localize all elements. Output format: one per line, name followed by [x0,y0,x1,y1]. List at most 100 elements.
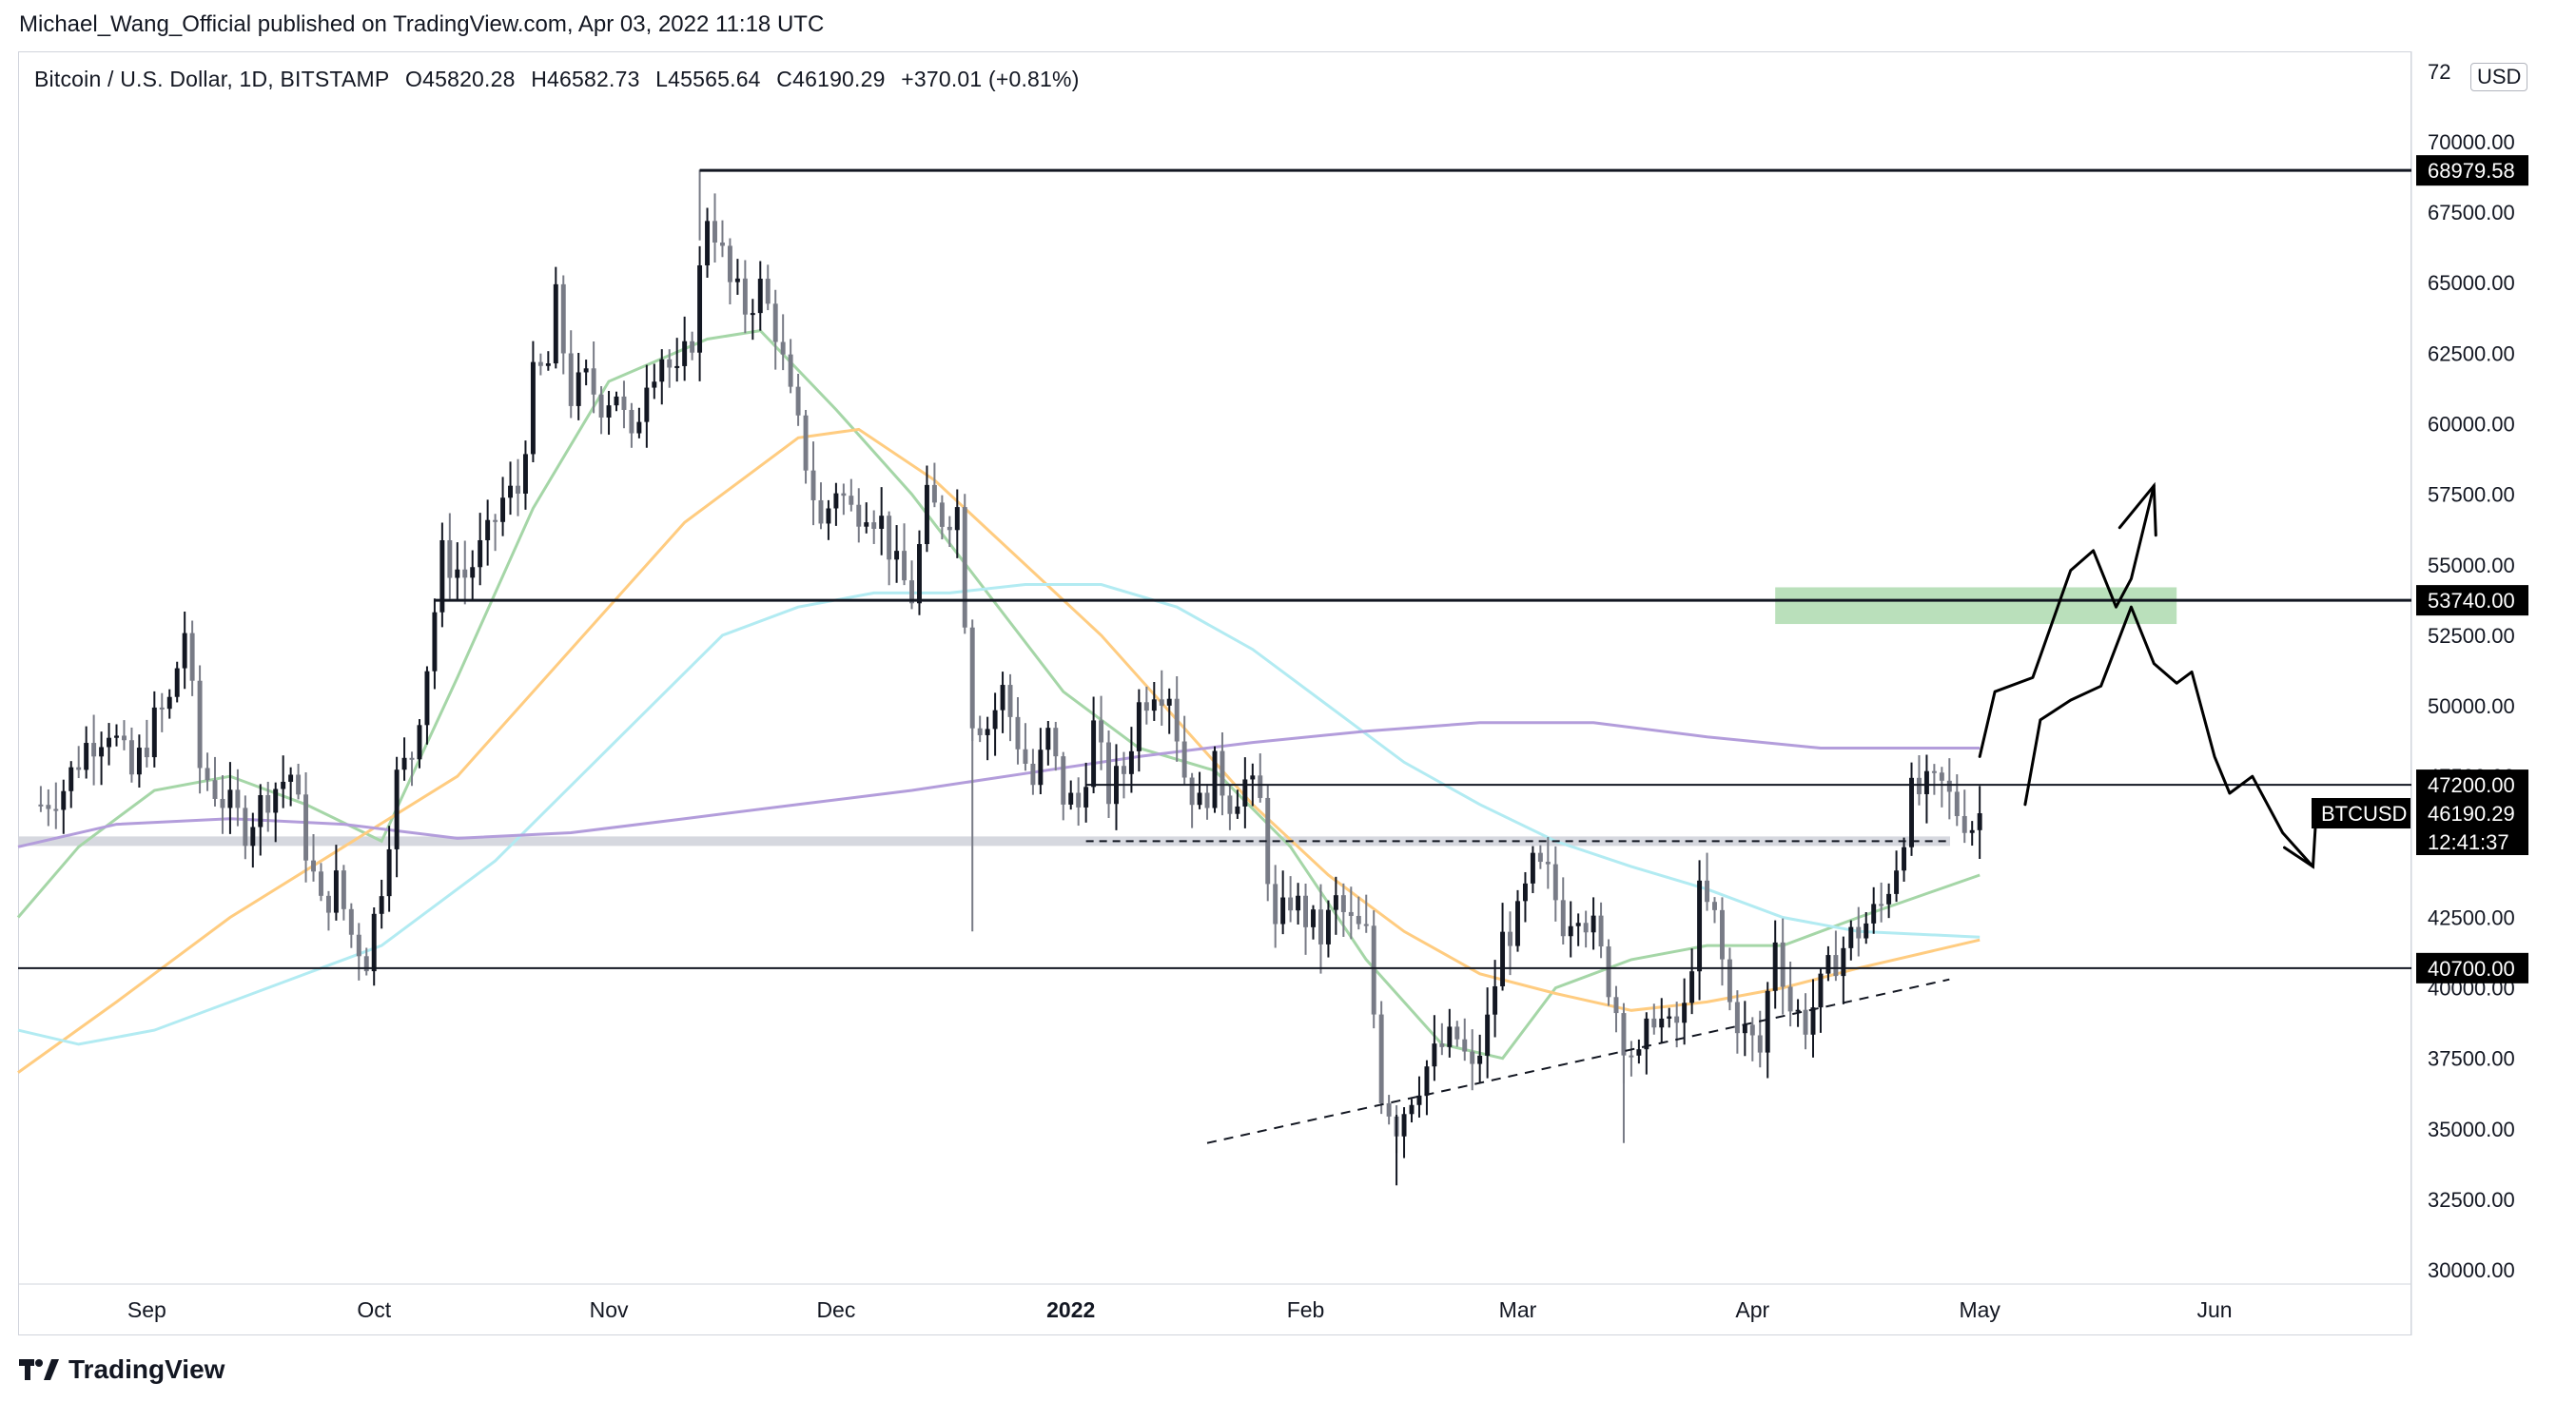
candle-body [576,372,581,406]
candle-body [227,789,233,808]
candle-body [1825,955,1831,974]
price-level-tag [2416,155,2528,186]
candle-body [296,774,302,795]
moving-average-MA-purple [17,721,1981,848]
candle-body [1939,772,1944,781]
candle-body [1500,931,1506,986]
candle-body [1296,895,1301,911]
candle-body [166,696,172,710]
candle-body [583,368,589,373]
candle-body [803,415,809,471]
candle-body [1606,946,1611,998]
y-tick-label: 32500.00 [2428,1188,2515,1212]
candle-body [810,470,816,500]
candle-body [537,361,543,366]
ohlc-high: H46582.73 [531,67,640,91]
candle-body [1841,947,1846,977]
ohlc-open: O45820.28 [405,67,516,91]
candle-body [1311,909,1316,927]
candle-body [1477,1055,1483,1064]
candle-body [243,808,248,847]
candle-body [1560,900,1566,937]
candle-body [606,405,612,418]
candle-body [636,421,642,434]
candle-body [1174,698,1180,742]
candle-body [1363,924,1369,926]
candle-body [1954,791,1960,816]
candle-body [311,860,316,872]
candle-body [1424,1066,1430,1096]
candle-body [530,361,536,455]
candle-body [1946,780,1952,792]
candle-body [250,827,256,847]
symbol-tag-label: BTCUSD [2321,802,2407,826]
currency-button[interactable]: USD [2470,63,2528,91]
candle-body [1568,925,1573,937]
rising-trendline [1206,978,1950,1144]
last-price-label: 46190.29 [2428,802,2515,826]
candle-body [1613,997,1619,1014]
candle-body [690,341,695,353]
candle-body [1552,864,1558,901]
candle-body [1803,1009,1808,1035]
candle-body [1181,741,1187,778]
tradingview-logo-icon [19,1359,59,1380]
candle-body [258,794,263,828]
candle-body [1386,1102,1392,1117]
x-tick-label: Oct [357,1297,391,1322]
candle-body [1197,792,1202,806]
candle-body [720,242,725,246]
y-tick-label: 60000.00 [2428,412,2515,436]
price-level-tag-label: 40700.00 [2428,957,2515,981]
y-tick-label-partial: 72 [2428,60,2450,84]
candle-body [1818,973,1824,1008]
candle-body [205,768,210,781]
projection-down-path [2023,605,2314,868]
candle-body [1787,986,1793,1012]
price-level-tag-label: 68979.58 [2428,159,2515,183]
candle-body [1189,777,1195,806]
ohlc-change: +370.01 (+0.81%) [901,67,1080,91]
candle-body [432,612,438,672]
support-zone-band [18,836,1950,847]
candle-body [46,805,51,809]
candle-body [734,278,740,282]
x-tick-label: Sep [127,1297,166,1322]
candle-body [1076,792,1082,808]
candle-body [674,365,680,368]
candle-body [1416,1095,1422,1105]
candle-body [1000,685,1005,711]
candle-body [1023,749,1028,764]
candle-body [939,502,945,527]
candle-body [1401,1114,1407,1137]
symbol-name[interactable]: Bitcoin / U.S. Dollar, 1D, BITSTAMP [34,67,390,91]
candle-body [1227,795,1233,814]
candle-body [818,499,824,524]
candle-body [91,743,97,757]
candle-body [1705,880,1709,903]
candle-body [273,789,279,813]
candle-body [151,707,157,758]
candle-body [1007,685,1013,717]
candle-body [281,781,286,789]
candle-body [1454,1026,1460,1040]
candle-body [1575,923,1581,926]
candle-body [522,454,528,494]
candle-body [545,363,551,366]
candle-body [76,767,82,770]
candle-body [712,221,717,243]
candle-body [333,870,339,913]
candle-body [379,896,384,914]
candle-body [1485,1014,1491,1056]
candle-body [879,516,885,529]
candle-body [348,908,354,935]
candle-body [1136,702,1142,751]
brand-footer[interactable]: TradingView [19,1354,224,1385]
moving-average-MA-cyan [17,583,1981,1046]
candle-body [977,728,983,735]
candle-body [220,798,225,808]
candle-body [985,729,990,735]
candle-body [1280,897,1286,925]
candle-body [1590,915,1596,933]
